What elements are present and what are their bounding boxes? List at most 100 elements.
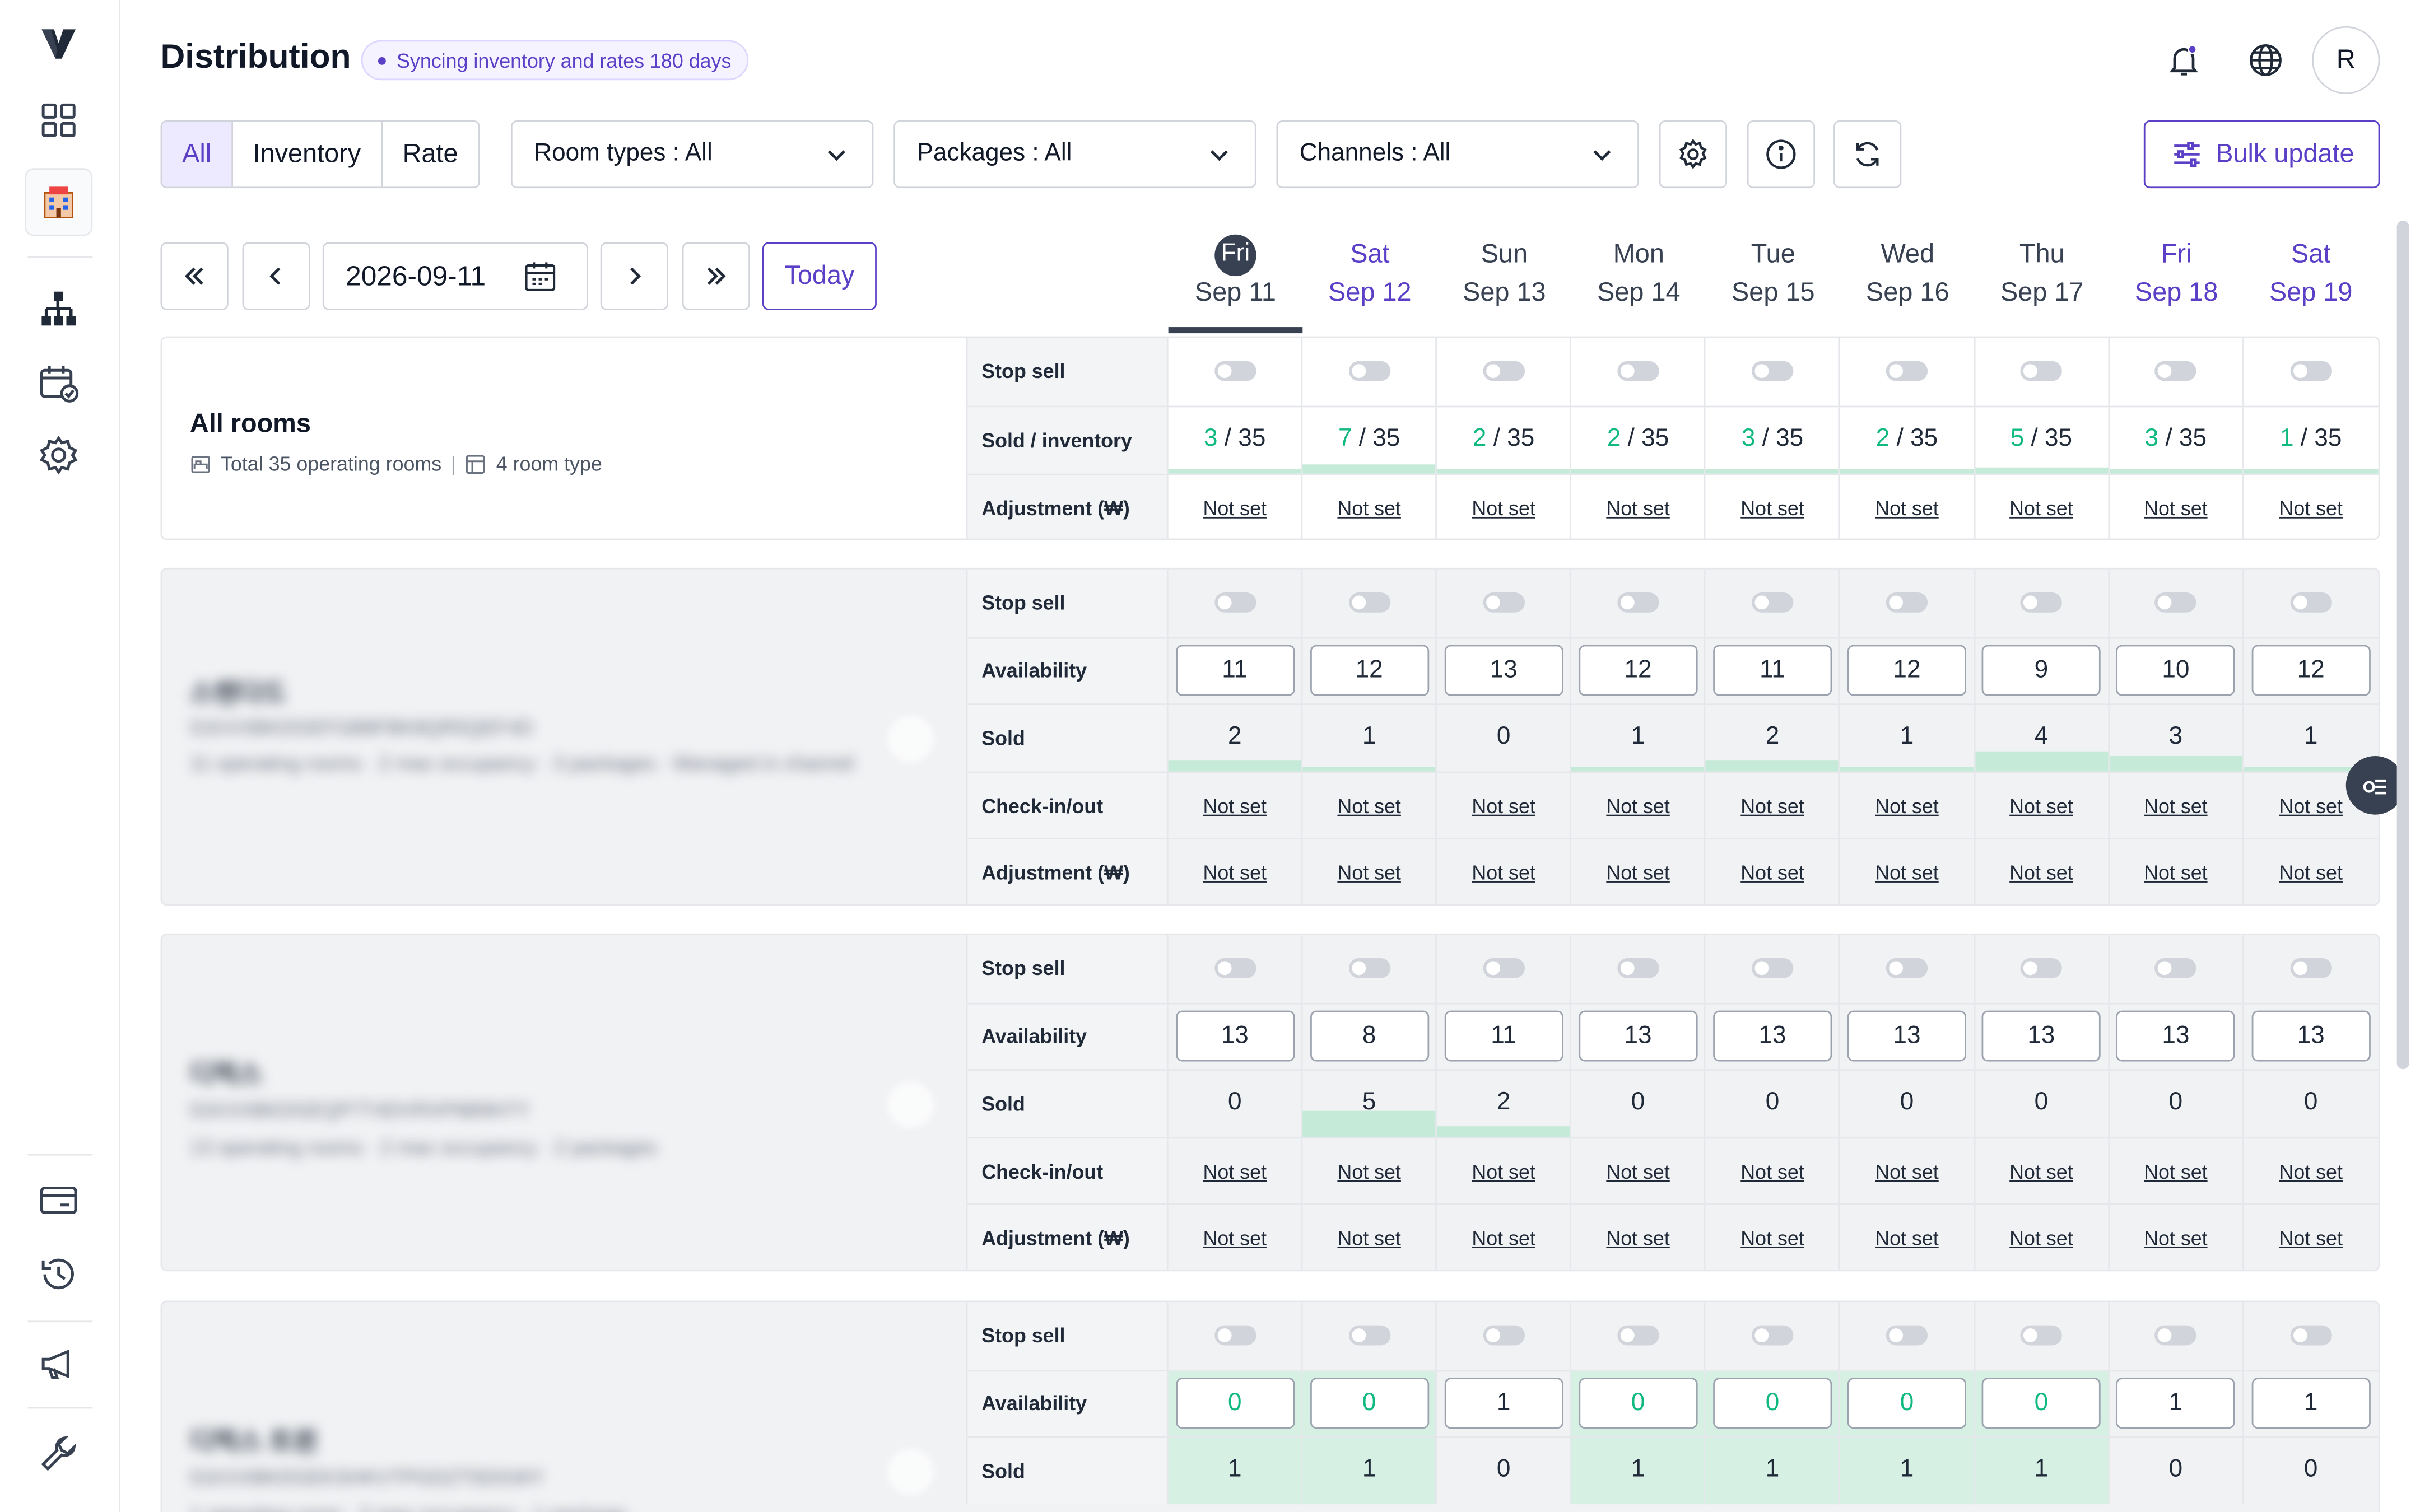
stop-sell-toggle[interactable] [1751,958,1794,979]
day-header[interactable]: Tue Sep 15 [1706,231,1840,333]
packages-dropdown[interactable]: Packages : All [893,120,1256,189]
settings-icon[interactable] [25,421,92,489]
hotel-icon[interactable] [25,168,93,236]
stop-sell-toggle[interactable] [1482,361,1525,382]
not-set-link[interactable]: Not set [1472,1159,1535,1183]
not-set-link[interactable]: Not set [2279,861,2343,885]
not-set-link[interactable]: Not set [1337,861,1401,885]
stop-sell-toggle[interactable] [1886,592,1928,613]
availability-input[interactable]: 0 [1981,1378,2101,1430]
not-set-link[interactable]: Not set [1740,1159,1804,1183]
stop-sell-toggle[interactable] [2290,361,2332,382]
stop-sell-toggle[interactable] [1348,361,1390,382]
stop-sell-toggle[interactable] [2154,958,2197,979]
availability-input[interactable]: 10 [2116,645,2235,697]
stop-sell-toggle[interactable] [1214,958,1256,979]
stop-sell-toggle[interactable] [1751,361,1794,382]
day-header[interactable]: Mon Sep 14 [1572,231,1706,333]
logo-icon[interactable] [25,10,92,77]
availability-input[interactable]: 13 [2251,1011,2371,1062]
not-set-link[interactable]: Not set [1472,861,1535,885]
availability-input[interactable]: 1 [2116,1378,2235,1430]
stop-sell-toggle[interactable] [2154,592,2197,613]
availability-input[interactable]: 12 [1310,645,1429,697]
not-set-link[interactable]: Not set [1740,1226,1804,1250]
segment-inventory[interactable]: Inventory [233,122,383,187]
stop-sell-toggle[interactable] [1617,361,1659,382]
stop-sell-toggle[interactable] [1214,361,1256,382]
availability-input[interactable]: 11 [1175,645,1295,697]
availability-input[interactable]: 0 [1310,1378,1429,1430]
not-set-link[interactable]: Not set [2144,794,2208,818]
availability-input[interactable]: 1 [1444,1378,1563,1430]
availability-input[interactable]: 9 [1981,645,2101,697]
user-avatar[interactable]: R [2312,26,2380,95]
not-set-link[interactable]: Not set [1606,861,1670,885]
day-header[interactable]: Sat Sep 19 [2244,231,2378,333]
day-header[interactable]: Fri Sep 11 [1168,231,1303,334]
stop-sell-toggle[interactable] [2290,592,2332,613]
not-set-link[interactable]: Not set [1472,794,1535,818]
not-set-link[interactable]: Not set [1606,1226,1670,1250]
not-set-link[interactable]: Not set [2009,1226,2073,1250]
stop-sell-toggle[interactable] [1886,958,1928,979]
not-set-link[interactable]: Not set [1606,794,1670,818]
stop-sell-toggle[interactable] [2290,1326,2332,1346]
availability-input[interactable]: 0 [1175,1378,1295,1430]
stop-sell-toggle[interactable] [2290,958,2332,979]
stop-sell-toggle[interactable] [1617,592,1659,613]
settings-button[interactable] [1659,120,1727,189]
availability-input[interactable]: 1 [2251,1378,2371,1430]
availability-input[interactable]: 0 [1847,1378,1967,1430]
stop-sell-toggle[interactable] [2020,958,2063,979]
info-button[interactable] [1747,120,1815,189]
not-set-link[interactable]: Not set [1472,1226,1535,1250]
not-set-link[interactable]: Not set [1203,794,1267,818]
megaphone-icon[interactable] [25,1330,92,1398]
stop-sell-toggle[interactable] [1214,592,1256,613]
today-button[interactable]: Today [762,242,877,310]
not-set-link[interactable]: Not set [1203,1226,1267,1250]
not-set-link[interactable]: Not set [1875,1226,1939,1250]
stop-sell-toggle[interactable] [2154,361,2197,382]
day-header[interactable]: Fri Sep 18 [2109,231,2244,333]
stop-sell-toggle[interactable] [1348,592,1390,613]
stop-sell-toggle[interactable] [1617,1326,1659,1346]
stop-sell-toggle[interactable] [2020,361,2063,382]
not-set-link[interactable]: Not set [1875,861,1939,885]
not-set-link[interactable]: Not set [2279,794,2343,818]
globe-icon[interactable] [2236,31,2295,90]
first-page-button[interactable] [160,242,229,310]
wrench-icon[interactable] [25,1420,92,1487]
day-header[interactable]: Thu Sep 17 [1975,231,2109,333]
stop-sell-toggle[interactable] [1482,958,1525,979]
not-set-link[interactable]: Not set [2144,496,2208,520]
segment-rate[interactable]: Rate [402,138,458,169]
stop-sell-toggle[interactable] [1482,592,1525,613]
segment-all[interactable]: All [162,122,233,187]
notification-bell-icon[interactable] [2154,31,2213,90]
not-set-link[interactable]: Not set [1472,496,1535,520]
not-set-link[interactable]: Not set [1203,861,1267,885]
not-set-link[interactable]: Not set [1740,794,1804,818]
stop-sell-toggle[interactable] [1348,958,1390,979]
stop-sell-toggle[interactable] [1617,958,1659,979]
stop-sell-toggle[interactable] [1886,361,1928,382]
stop-sell-toggle[interactable] [1214,1326,1256,1346]
not-set-link[interactable]: Not set [1606,496,1670,520]
stop-sell-toggle[interactable] [2154,1326,2197,1346]
stop-sell-toggle[interactable] [2020,592,2063,613]
not-set-link[interactable]: Not set [2279,1226,2343,1250]
not-set-link[interactable]: Not set [1606,1159,1670,1183]
calendar-check-icon[interactable] [25,349,92,417]
not-set-link[interactable]: Not set [2009,1159,2073,1183]
not-set-link[interactable]: Not set [1203,496,1267,520]
floating-summary-button[interactable] [2345,755,2405,815]
stop-sell-toggle[interactable] [1751,1326,1794,1346]
stop-sell-toggle[interactable] [1886,1326,1928,1346]
bulk-update-button[interactable]: Bulk update [2143,120,2380,189]
history-icon[interactable] [25,1240,92,1308]
not-set-link[interactable]: Not set [1337,496,1401,520]
last-page-button[interactable] [682,242,750,310]
expand-icon[interactable] [887,1449,934,1495]
